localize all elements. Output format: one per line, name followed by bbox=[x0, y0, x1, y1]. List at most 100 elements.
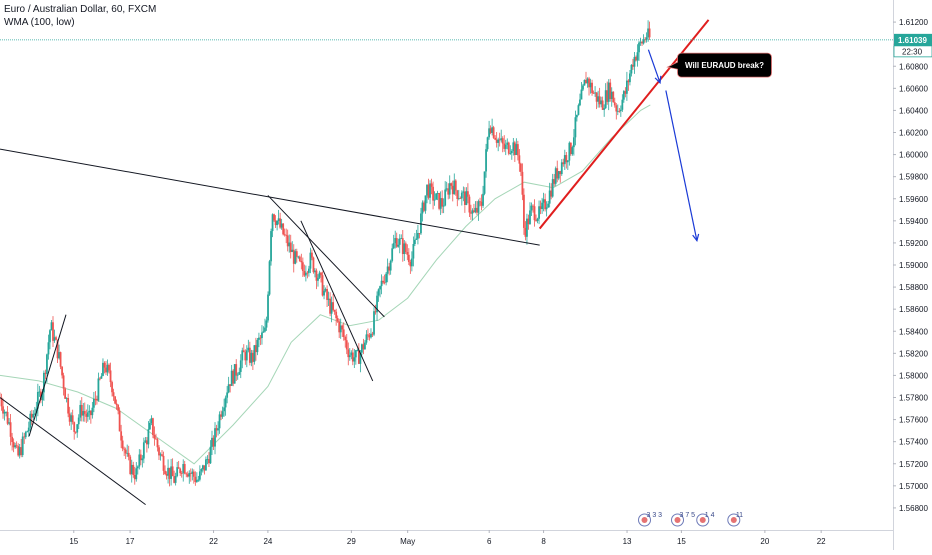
candle-body bbox=[65, 397, 68, 399]
candle-body bbox=[635, 56, 637, 61]
candle-body bbox=[597, 96, 600, 102]
candle-body bbox=[356, 350, 359, 351]
candle-body bbox=[242, 350, 245, 353]
candle-body bbox=[147, 429, 150, 445]
candle-body bbox=[641, 41, 643, 44]
candle-body bbox=[418, 233, 421, 234]
candle-body bbox=[221, 411, 224, 417]
time-tick-label: 8 bbox=[541, 537, 546, 546]
candle-body bbox=[297, 256, 300, 258]
candle-body bbox=[351, 352, 354, 362]
candle-body bbox=[354, 350, 357, 358]
candle-body bbox=[638, 42, 640, 53]
candle-body bbox=[473, 210, 475, 213]
event-dot-icon bbox=[730, 517, 737, 523]
candle-body bbox=[392, 243, 395, 249]
candle-body bbox=[171, 466, 174, 477]
candle-body bbox=[209, 446, 212, 464]
event-marker[interactable]: 1 4 bbox=[696, 512, 715, 527]
candle-body bbox=[136, 466, 139, 469]
candle-body bbox=[506, 142, 509, 145]
candle-body bbox=[276, 220, 279, 226]
candle-body bbox=[117, 404, 120, 411]
candle-body bbox=[312, 257, 315, 273]
candle-body bbox=[43, 372, 45, 393]
candle-body bbox=[548, 190, 551, 204]
event-marker[interactable]: 3 3 3 bbox=[638, 512, 663, 527]
candle-body bbox=[486, 137, 489, 150]
candle-body bbox=[382, 280, 384, 283]
candles-layer bbox=[0, 20, 651, 487]
candle-body bbox=[647, 28, 649, 38]
candle-body bbox=[106, 364, 109, 373]
candle-body bbox=[92, 398, 95, 408]
candle-body bbox=[86, 412, 89, 417]
candle-body bbox=[604, 90, 607, 109]
candle-body bbox=[488, 128, 490, 138]
candle-body bbox=[429, 183, 431, 198]
candle-body bbox=[360, 344, 363, 353]
candle-body bbox=[371, 333, 374, 335]
candle-body bbox=[501, 138, 504, 144]
candle-body bbox=[454, 180, 457, 191]
candle-body bbox=[300, 260, 303, 263]
candle-body bbox=[67, 397, 70, 414]
candle-body bbox=[47, 342, 50, 355]
candle-body bbox=[205, 459, 207, 471]
candle-body bbox=[462, 191, 465, 193]
candle-body bbox=[420, 213, 422, 234]
last-price-badge bbox=[894, 33, 932, 46]
candle-body bbox=[52, 322, 54, 341]
candle-body bbox=[55, 337, 57, 340]
candle-body bbox=[174, 476, 177, 483]
candle-body bbox=[277, 218, 280, 221]
candle-body bbox=[71, 415, 74, 423]
candle-body bbox=[519, 163, 522, 172]
candle-body bbox=[403, 243, 406, 255]
candle-body bbox=[391, 248, 394, 261]
candle-body bbox=[359, 352, 362, 364]
candle-body bbox=[226, 392, 229, 398]
candle-body bbox=[189, 473, 192, 474]
candle-body bbox=[20, 447, 23, 456]
candle-body bbox=[235, 364, 238, 376]
candle-body bbox=[211, 437, 213, 447]
price-tick-label: 1.59400 bbox=[899, 217, 928, 226]
candle-body bbox=[498, 139, 501, 141]
event-marker[interactable]: 3 7 5 bbox=[671, 512, 696, 527]
candle-body bbox=[195, 479, 198, 482]
candle-body bbox=[288, 242, 291, 247]
candle-body bbox=[115, 403, 118, 405]
candle-body bbox=[282, 223, 285, 235]
price-tick-label: 1.60400 bbox=[899, 106, 928, 115]
candle-body bbox=[407, 254, 410, 262]
candle-body bbox=[569, 142, 572, 155]
candle-body bbox=[232, 370, 235, 384]
price-tick-label: 1.59200 bbox=[899, 239, 928, 248]
candle-body bbox=[70, 415, 73, 422]
candle-body bbox=[479, 201, 481, 203]
red-support-trendline bbox=[538, 19, 710, 230]
candle-body bbox=[367, 334, 369, 336]
candle-body bbox=[194, 476, 197, 482]
candle-body bbox=[542, 199, 545, 203]
candle-body bbox=[273, 214, 275, 221]
candle-body bbox=[491, 127, 494, 133]
candle-body bbox=[99, 378, 101, 380]
events-layer[interactable]: 3 3 3 3 7 5 1 4 11 bbox=[638, 512, 744, 527]
candle-body bbox=[29, 413, 32, 428]
candle-body bbox=[347, 349, 350, 358]
candle-body bbox=[261, 332, 263, 339]
candle-body bbox=[504, 144, 507, 149]
candle-body bbox=[606, 90, 609, 102]
candle-body bbox=[330, 302, 333, 314]
candle-body bbox=[88, 410, 91, 413]
candle-body bbox=[357, 350, 360, 364]
candle-body bbox=[153, 435, 156, 439]
candle-body bbox=[600, 100, 603, 105]
candle-body bbox=[380, 280, 383, 287]
candle-body bbox=[295, 251, 298, 257]
event-marker[interactable]: 11 bbox=[727, 512, 743, 527]
